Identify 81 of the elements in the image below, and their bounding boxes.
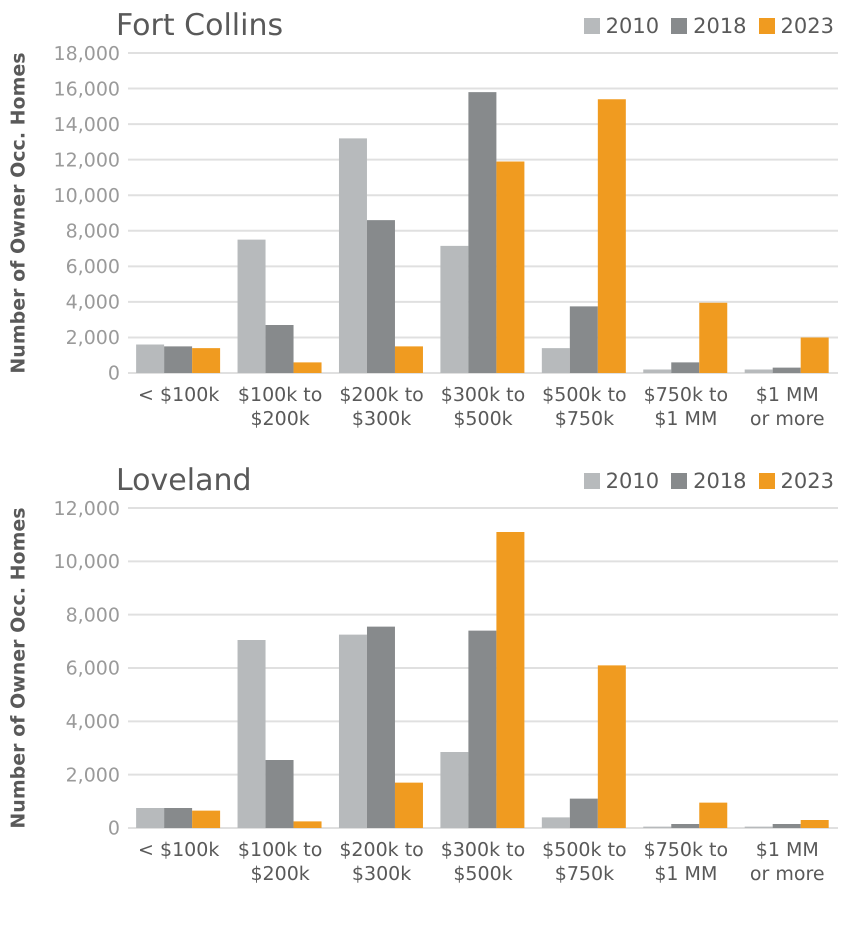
bar [266, 325, 294, 373]
y-tick-label: 10,000 [54, 551, 120, 574]
bar [338, 138, 367, 373]
x-tick-label: $750k to $1 MM [644, 839, 728, 885]
x-tick-label: $100k to $200k [238, 839, 322, 885]
bar [772, 824, 801, 828]
bar [294, 821, 322, 828]
bar [570, 798, 598, 828]
bar [238, 640, 266, 828]
chart-title: Loveland [116, 463, 252, 498]
y-tick-label: 16,000 [54, 78, 120, 100]
legend-label: 2023 [780, 14, 834, 38]
y-axis-title: Number of Owner Occ. Homes [8, 507, 30, 829]
x-tick-label: $1 MM or more [750, 384, 825, 430]
bar [338, 634, 367, 828]
bar [468, 92, 496, 373]
y-tick-label: 0 [108, 818, 120, 840]
x-tick-label: $1 MM or more [750, 839, 825, 885]
y-tick-label: 0 [108, 362, 120, 385]
bar [643, 369, 672, 373]
bar [440, 752, 468, 828]
legend-label: 2023 [780, 468, 834, 492]
bar [136, 808, 164, 828]
x-tick-label: $300k to $500k [440, 839, 526, 885]
y-tick-label: 4,000 [66, 292, 120, 314]
x-tick-label: $300k to $500k [440, 384, 526, 430]
legend-label: 2018 [692, 14, 747, 38]
bar [366, 626, 395, 828]
bar [598, 665, 626, 828]
y-tick-label: 2,000 [66, 327, 120, 350]
y-tick-label: 4,000 [66, 711, 120, 734]
bar [238, 240, 266, 373]
y-tick-label: 18,000 [54, 42, 120, 65]
bar [744, 369, 773, 373]
bar [772, 368, 801, 373]
x-tick-label: $200k to $300k [339, 839, 424, 885]
legend-label: 2018 [692, 468, 747, 492]
bar [800, 337, 829, 373]
y-tick-label: 12,000 [54, 149, 120, 172]
bar [192, 348, 220, 373]
x-tick-label: $500k to $750k [542, 384, 627, 430]
bar [394, 782, 423, 828]
bar [699, 802, 728, 828]
legend-label: 2010 [604, 468, 660, 492]
x-tick-label: < $100k [138, 839, 220, 861]
y-tick-label: 12,000 [54, 498, 120, 520]
bar [136, 344, 164, 373]
y-tick-label: 6,000 [66, 658, 120, 680]
y-tick-label: 2,000 [66, 764, 120, 786]
bar [366, 220, 395, 373]
y-tick-label: 8,000 [66, 604, 120, 626]
bar [542, 817, 570, 828]
x-tick-label: $750k to $1 MM [644, 384, 728, 430]
bar [496, 161, 524, 373]
x-tick-label: < $100k [138, 384, 220, 406]
bar [570, 306, 598, 373]
bar [598, 99, 626, 373]
bar [699, 302, 728, 373]
y-tick-label: 8,000 [66, 220, 120, 243]
bar [496, 532, 524, 828]
legend-label: 2010 [604, 14, 660, 38]
bar [542, 348, 570, 373]
bar [164, 808, 192, 828]
bar [671, 824, 700, 828]
x-tick-label: $500k to $750k [542, 839, 627, 885]
bar [440, 246, 468, 373]
bar [468, 630, 496, 828]
bar [266, 760, 294, 828]
y-tick-label: 10,000 [54, 184, 120, 207]
bar [671, 362, 700, 373]
chart-title: Fort Collins [116, 8, 284, 43]
bar [192, 810, 220, 828]
x-tick-label: $200k to $300k [339, 384, 424, 430]
bar [164, 346, 192, 373]
bar [294, 362, 322, 373]
y-tick-label: 14,000 [54, 114, 120, 136]
x-tick-label: $100k to $200k [238, 384, 322, 430]
y-axis-title: Number of Owner Occ. Homes [8, 52, 30, 374]
bar [394, 346, 423, 373]
y-tick-label: 6,000 [66, 256, 120, 278]
bar [800, 820, 829, 828]
